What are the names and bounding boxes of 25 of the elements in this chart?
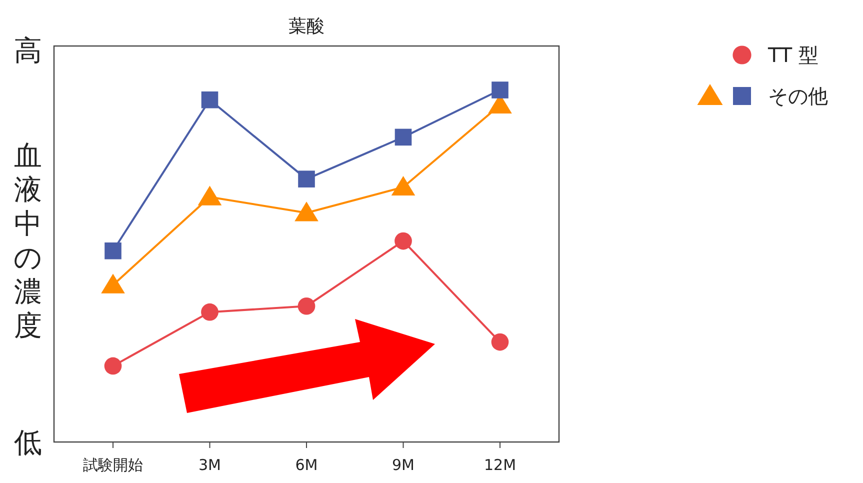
point	[391, 176, 416, 196]
point	[294, 202, 318, 222]
x-tick-label: 3M	[198, 456, 221, 474]
point	[394, 232, 412, 250]
chart-title: 葉酸	[288, 16, 324, 37]
point	[298, 170, 315, 188]
x-tick-label: 6M	[295, 456, 318, 474]
x-tick-label: 9M	[392, 456, 414, 474]
point	[201, 303, 218, 321]
point	[298, 297, 316, 315]
point	[491, 333, 509, 351]
point	[101, 274, 125, 294]
text: 高	[14, 34, 42, 67]
point	[201, 91, 218, 108]
legend-label: TT 型	[767, 43, 818, 67]
text: 低	[14, 426, 42, 459]
point	[104, 357, 122, 375]
point	[492, 82, 508, 98]
legend-label: その他	[768, 84, 828, 108]
point	[104, 242, 122, 260]
x-tick-label: 試験開始	[83, 456, 143, 474]
x-tick-label: 12M	[484, 456, 516, 474]
y-axis-title: 血液中の濃度	[14, 139, 42, 342]
point	[394, 128, 412, 146]
point	[198, 186, 222, 206]
